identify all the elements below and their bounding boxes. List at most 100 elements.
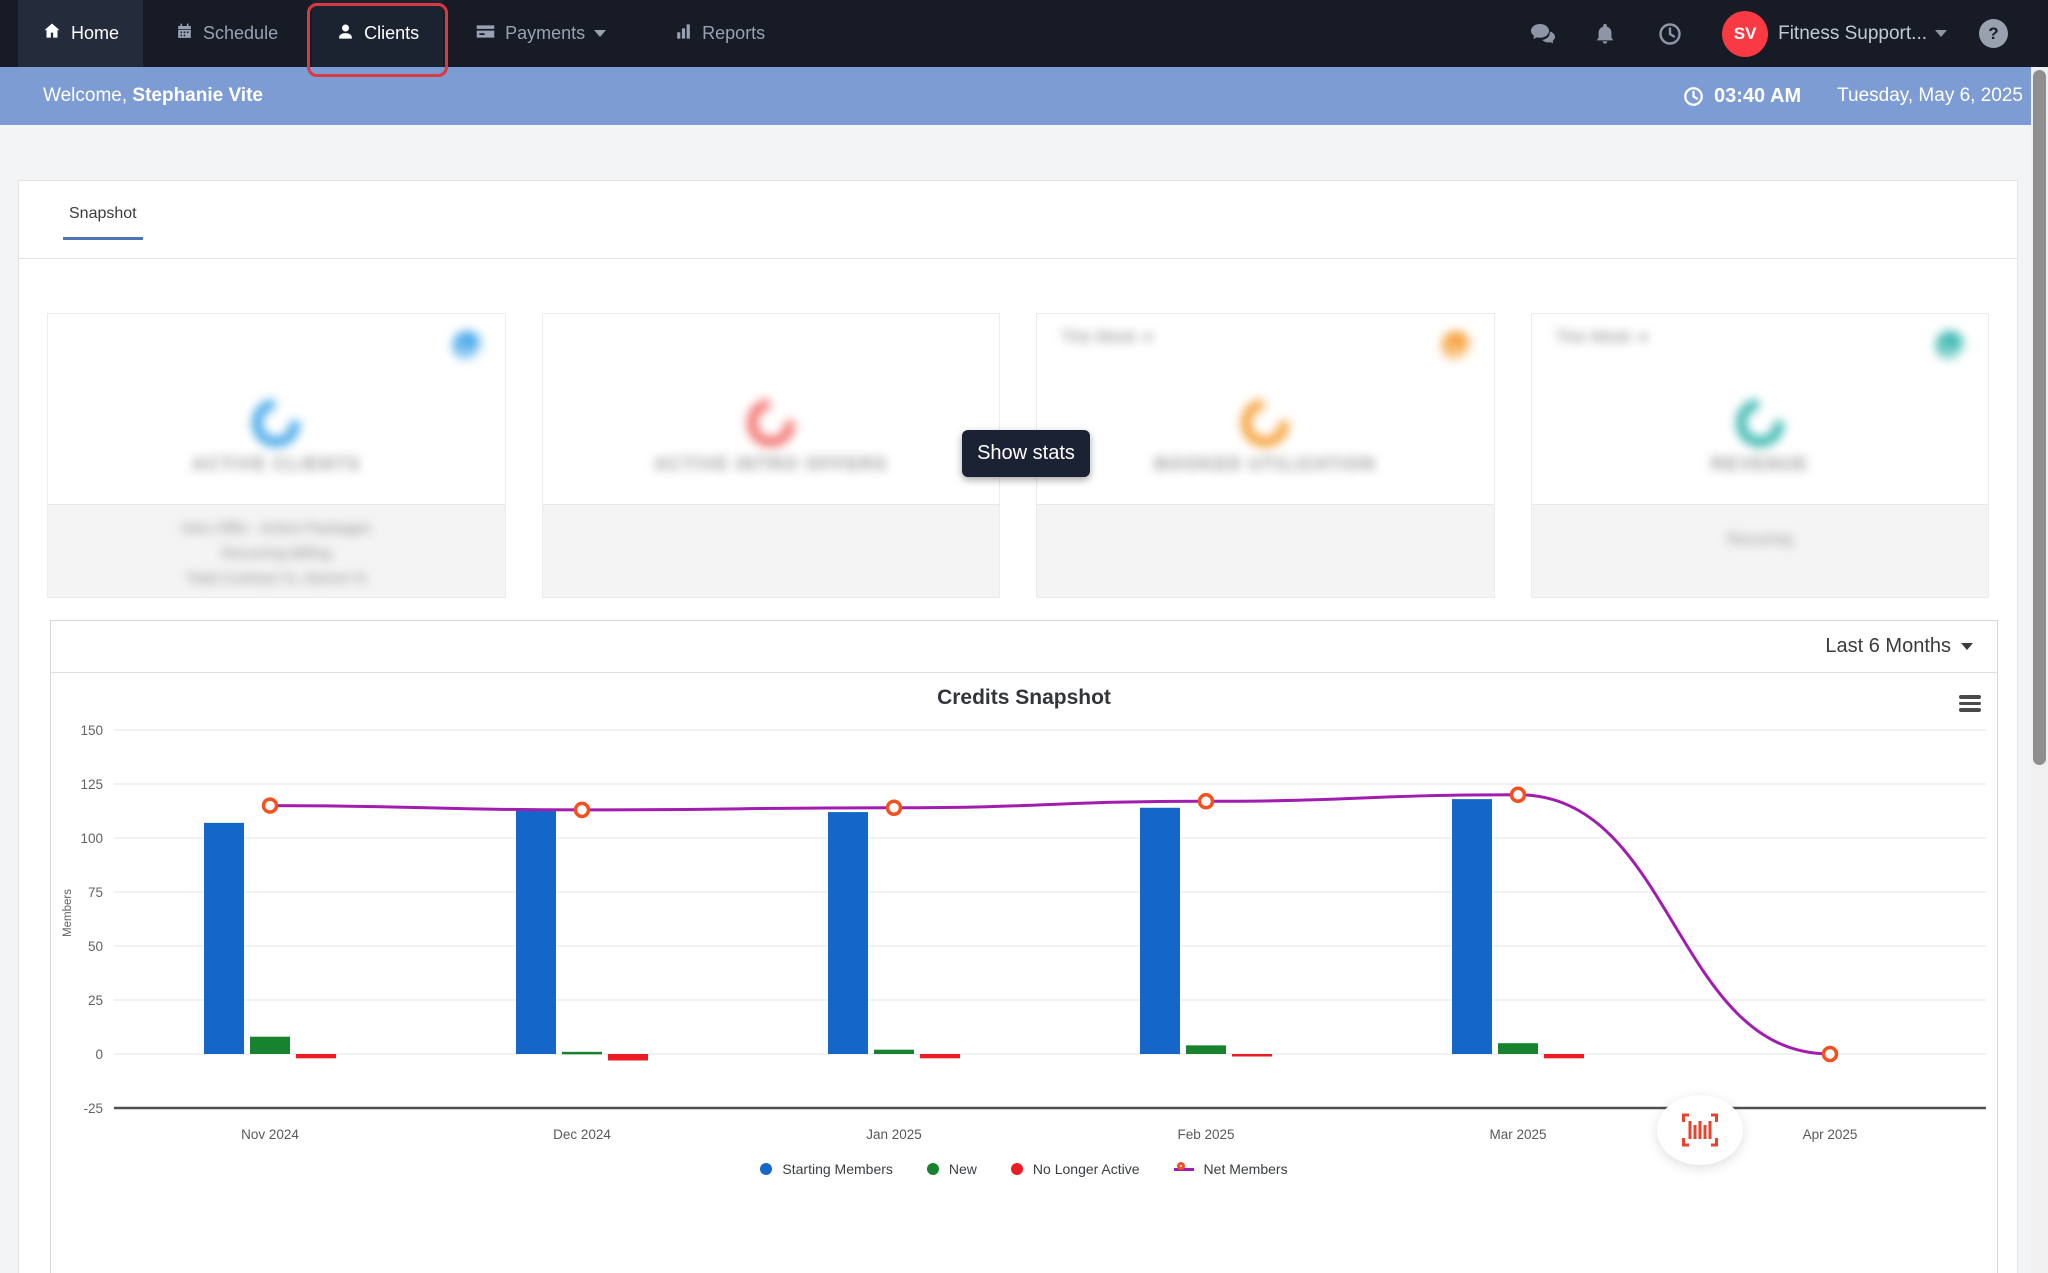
- nav-item-clients[interactable]: Clients: [307, 0, 449, 77]
- period-label: This Week: [1555, 329, 1631, 346]
- credit-card-icon: [475, 21, 496, 47]
- legend-label: No Longer Active: [1032, 1161, 1140, 1177]
- range-label: Last 6 Months: [1825, 635, 1951, 657]
- card-body: This Week BOOKED UTILIZATION: [1037, 314, 1494, 504]
- nav-item-home[interactable]: Home: [18, 0, 144, 67]
- footer-line: Intro Offer . Active Packages: [181, 520, 372, 537]
- credits-chart: 150 125 100 75 50 25 0 -25 Members Nov 2024 Dec 20…: [62, 723, 1986, 1142]
- show-stats-button[interactable]: Show stats: [962, 430, 1090, 477]
- chart-legend: Starting Members New No Longer Active Net M…: [51, 1161, 1997, 1177]
- svg-text:Nov 2024: Nov 2024: [241, 1127, 299, 1142]
- nav-label: Clients: [364, 23, 420, 43]
- legend-dot-icon: [926, 1163, 939, 1175]
- refresh-badge-icon: [1441, 331, 1470, 359]
- svg-text:25: 25: [88, 993, 103, 1008]
- user-menu-name[interactable]: Fitness Support...: [1778, 22, 1927, 44]
- chat-icon[interactable]: [1530, 22, 1556, 46]
- chevron-down-icon: [594, 30, 607, 37]
- nav-label: Home: [71, 23, 120, 43]
- top-navigation-bar: Home Schedule Clients Payments: [0, 0, 2048, 77]
- svg-text:Apr 2025: Apr 2025: [1803, 1127, 1858, 1142]
- legend-label: Starting Members: [782, 1161, 893, 1177]
- nav-item-payments[interactable]: Payments: [455, 0, 626, 67]
- stat-card-booked-utilization: This Week BOOKED UTILIZATION: [1036, 313, 1495, 598]
- svg-text:0: 0: [95, 1047, 103, 1062]
- topbar-right-cluster: SV Fitness Support... ?: [1530, 0, 2048, 67]
- refresh-badge-icon: [452, 331, 481, 359]
- donut-spinner: [1231, 389, 1300, 457]
- card-footer: Recurring: [1531, 504, 1988, 597]
- bar-chart-icon: [674, 22, 693, 46]
- stat-cards-row: ACTIVE CLIENTS Intro Offer . Active Pack…: [47, 313, 1989, 598]
- clock-icon[interactable]: [1658, 22, 1682, 46]
- primary-nav: Home Schedule Clients Payments: [0, 0, 785, 77]
- card-footer: [542, 504, 999, 597]
- scrollbar-thumb[interactable]: [2033, 70, 2046, 765]
- chevron-down-icon: [1143, 335, 1154, 341]
- svg-text:100: 100: [80, 831, 103, 846]
- help-icon[interactable]: ?: [1979, 19, 2008, 48]
- welcome-greeting: Welcome,: [43, 85, 133, 106]
- chart-panel-header: Last 6 Months: [51, 621, 1997, 673]
- chevron-down-icon: [1935, 30, 1947, 37]
- card-footer: Intro Offer . Active Packages Recurring …: [48, 504, 505, 597]
- welcome-user-name: Stephanie Vite: [132, 85, 263, 106]
- welcome-message: Welcome, Stephanie Vite: [43, 85, 263, 107]
- barcode-scanner-badge[interactable]: [1657, 1095, 1743, 1165]
- svg-text:150: 150: [80, 723, 103, 738]
- svg-text:Mar 2025: Mar 2025: [1489, 1127, 1546, 1142]
- svg-text:75: 75: [88, 885, 103, 900]
- stat-card-active-clients: ACTIVE CLIENTS Intro Offer . Active Pack…: [47, 313, 506, 598]
- period-selector[interactable]: This Week: [1061, 329, 1154, 347]
- card-title: ACTIVE INTRO OFFERS: [653, 454, 888, 474]
- avatar[interactable]: SV: [1722, 10, 1769, 57]
- stat-card-active-intro-offers: ACTIVE INTRO OFFERS: [541, 313, 1000, 598]
- svg-text:50: 50: [88, 939, 103, 954]
- legend-line-marker-icon: [1173, 1162, 1194, 1176]
- bell-icon[interactable]: [1594, 22, 1616, 46]
- footer-line: Recurring Billing: [221, 545, 331, 562]
- chevron-down-icon: [1961, 643, 1973, 650]
- nav-item-schedule[interactable]: Schedule: [155, 0, 298, 67]
- person-icon: [336, 22, 355, 46]
- donut-spinner: [242, 389, 311, 457]
- home-icon: [42, 21, 62, 46]
- current-date: Tuesday, May 6, 2025: [1837, 85, 2023, 106]
- card-body: ACTIVE INTRO OFFERS: [543, 314, 1000, 504]
- time-clock-icon: [1683, 86, 1704, 107]
- current-time: 03:40 AM: [1714, 84, 1802, 107]
- card-title: BOOKED UTILIZATION: [1154, 454, 1377, 474]
- card-title: ACTIVE CLIENTS: [191, 454, 361, 474]
- tab-snapshot[interactable]: Snapshot: [63, 205, 143, 240]
- legend-label: Net Members: [1203, 1161, 1288, 1177]
- legend-item[interactable]: No Longer Active: [1010, 1161, 1140, 1177]
- period-selector[interactable]: This Week: [1556, 329, 1648, 347]
- legend-item[interactable]: Starting Members: [760, 1161, 893, 1177]
- nav-item-reports[interactable]: Reports: [654, 0, 785, 67]
- card-title: REVENUE: [1710, 454, 1809, 474]
- legend-label: New: [948, 1161, 977, 1177]
- donut-spinner: [736, 389, 805, 457]
- card-body: ACTIVE CLIENTS: [48, 314, 505, 504]
- credits-snapshot-panel: Last 6 Months Credits Snapshot 150 125 100…: [50, 620, 1998, 1273]
- card-body: This Week REVENUE: [1532, 314, 1989, 504]
- card-footer: [1037, 504, 1494, 597]
- legend-item[interactable]: Net Members: [1173, 1161, 1288, 1177]
- footer-line: Total Contract %, Alumni %: [185, 570, 367, 587]
- svg-text:Members: Members: [62, 889, 74, 937]
- nav-label: Schedule: [203, 23, 279, 43]
- legend-item[interactable]: New: [926, 1161, 977, 1177]
- welcome-bar: Welcome, Stephanie Vite 03:40 AM Tuesday…: [0, 67, 2048, 125]
- legend-dot-icon: [760, 1163, 773, 1175]
- datetime-area: 03:40 AM Tuesday, May 6, 2025: [1683, 85, 2023, 108]
- svg-text:Dec 2024: Dec 2024: [553, 1127, 611, 1142]
- chart-menu-icon[interactable]: [1959, 695, 1981, 715]
- donut-spinner: [1725, 389, 1794, 457]
- stat-card-revenue: This Week REVENUE Recurring: [1530, 313, 1989, 598]
- svg-text:Feb 2025: Feb 2025: [1177, 1127, 1234, 1142]
- refresh-badge-icon: [1936, 331, 1964, 359]
- date-range-selector[interactable]: Last 6 Months: [1825, 635, 1973, 658]
- period-label: This Week: [1061, 329, 1137, 346]
- nav-label: Payments: [505, 23, 586, 43]
